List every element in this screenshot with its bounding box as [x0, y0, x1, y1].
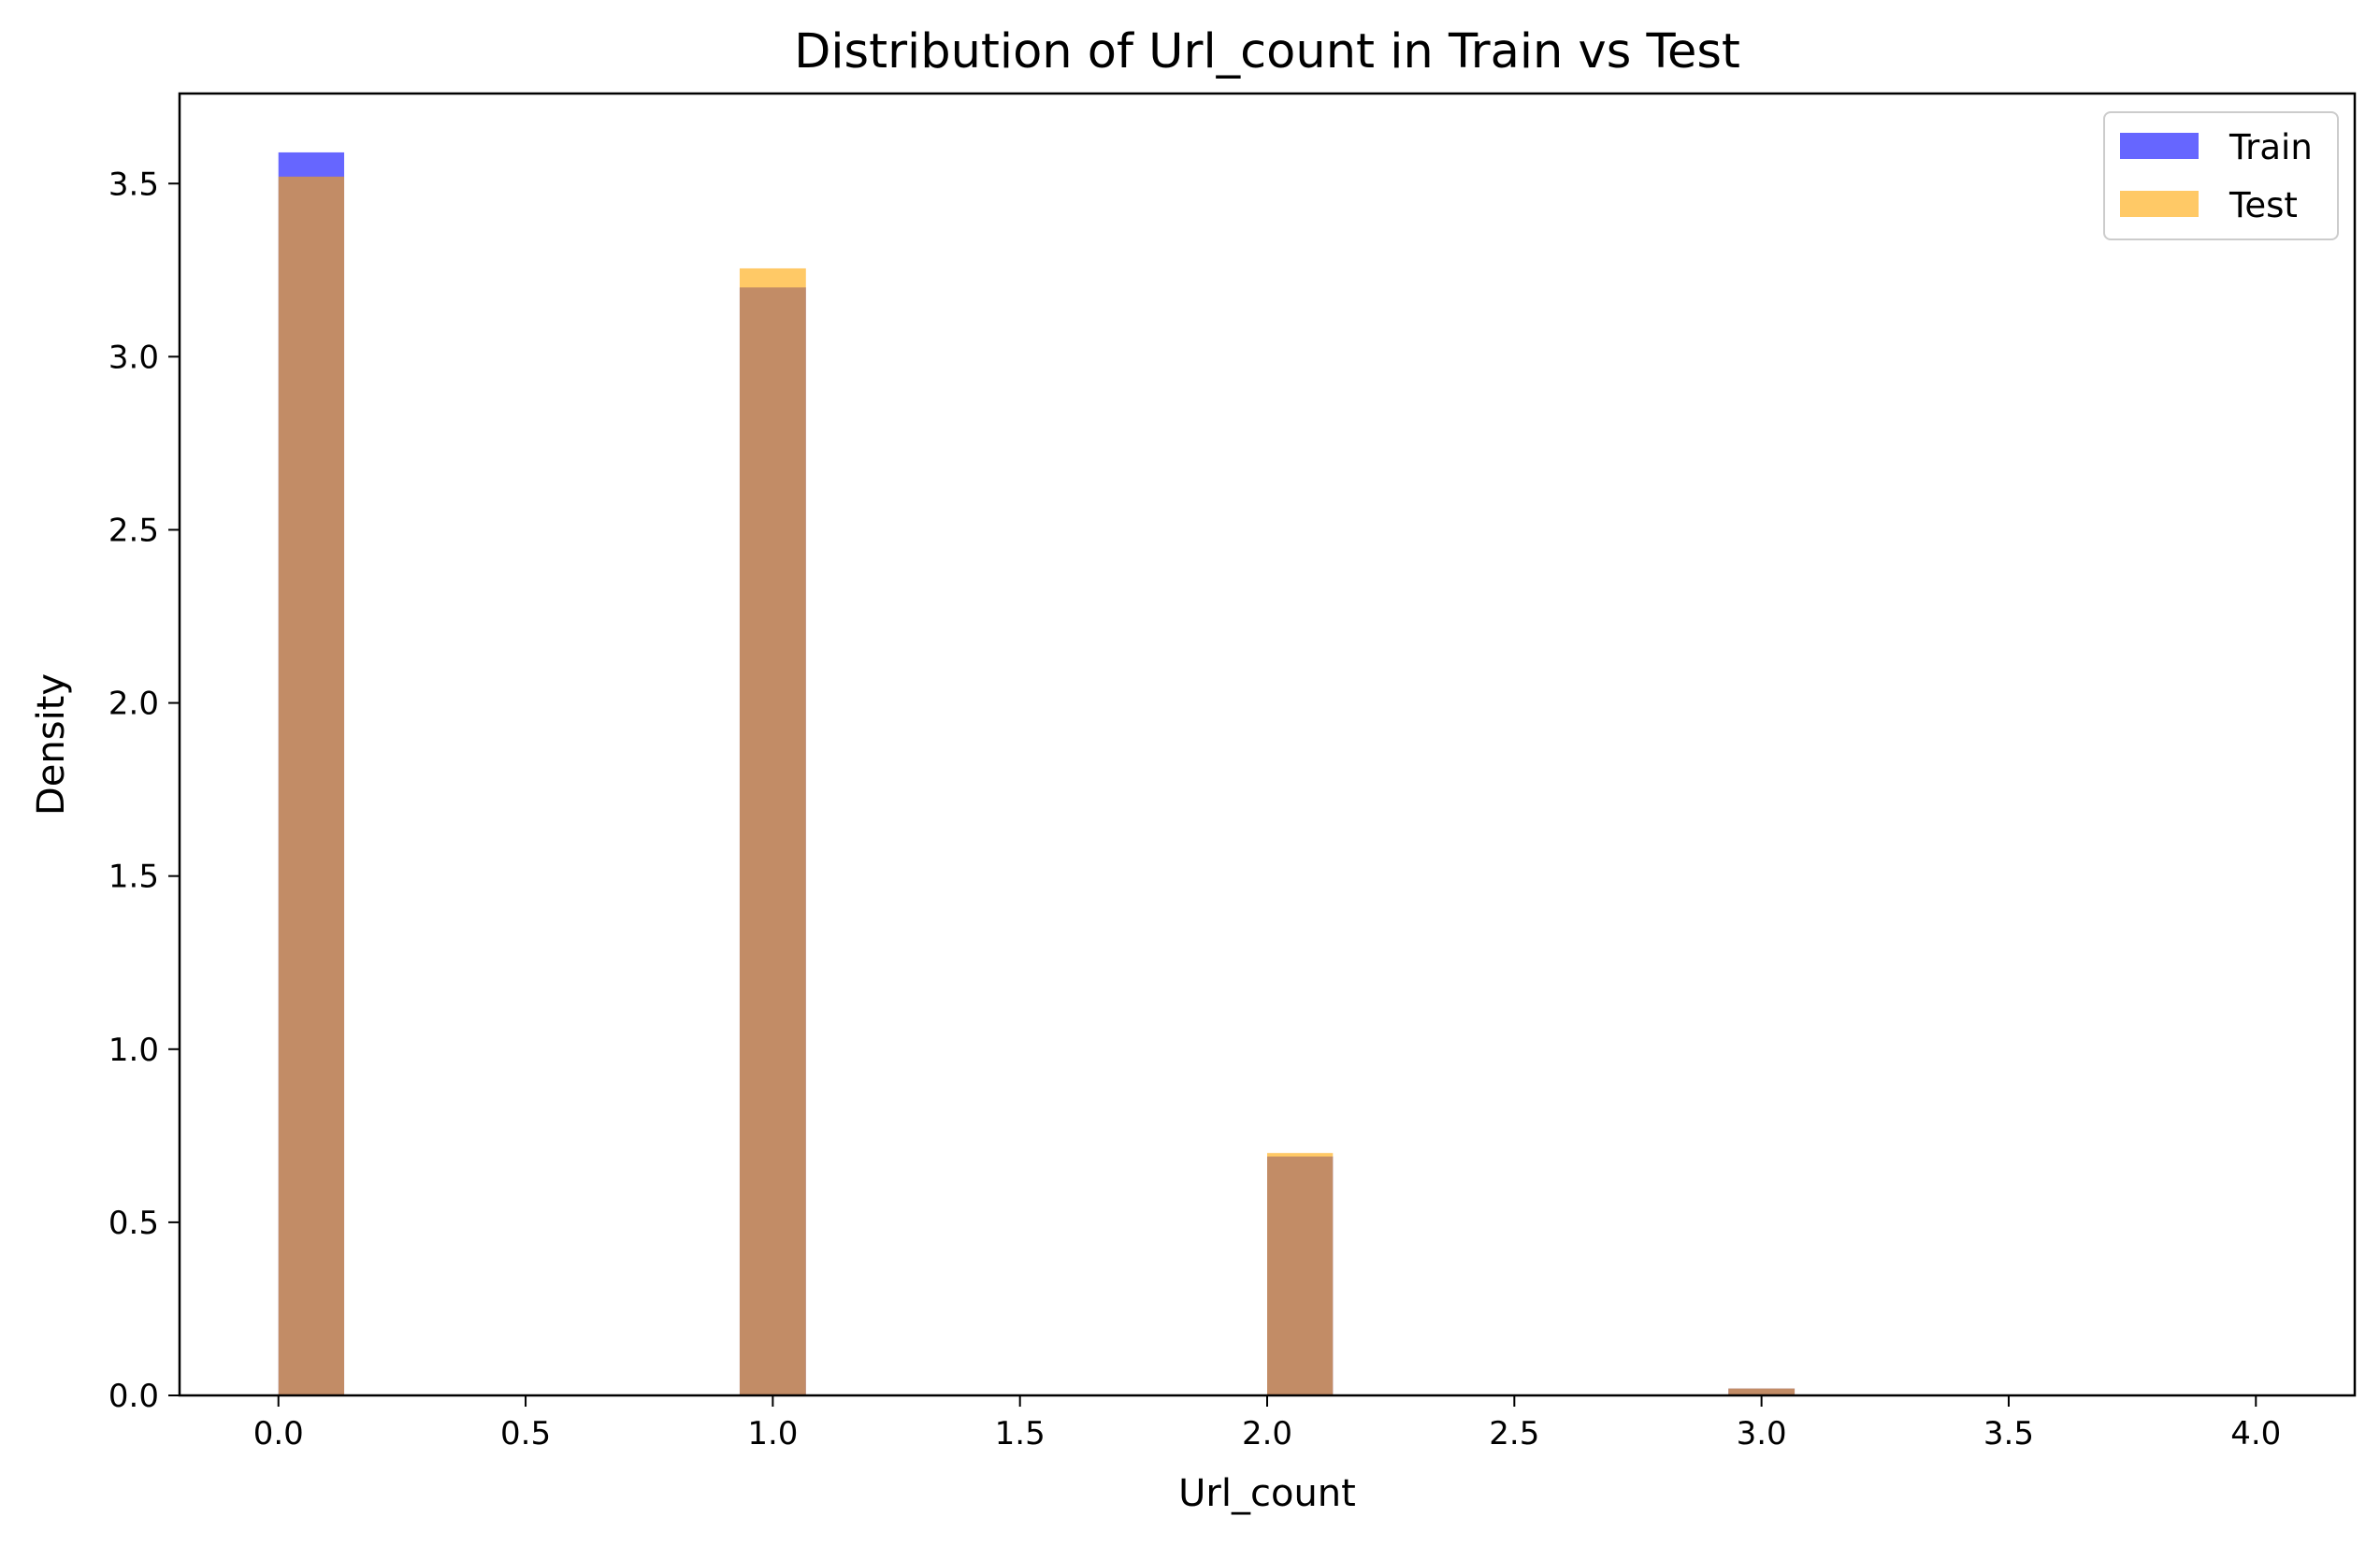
y-tick-label: 1.0 — [108, 1032, 159, 1069]
x-tick-label: 3.5 — [1983, 1415, 2034, 1452]
y-tick-label: 2.5 — [108, 512, 159, 549]
y-tick-label: 1.5 — [108, 859, 159, 896]
x-tick-label: 0.0 — [253, 1415, 304, 1452]
x-tick-label: 3.0 — [1737, 1415, 1787, 1452]
y-tick-label: 2.0 — [108, 686, 159, 723]
plot-frame — [178, 92, 2357, 1397]
bar-test-0 — [278, 176, 345, 1395]
legend-label-test: Test — [2229, 185, 2298, 225]
y-tick-label: 0.0 — [108, 1378, 159, 1415]
y-tick-label: 0.5 — [108, 1205, 159, 1242]
bar-test-2 — [1267, 1152, 1334, 1395]
x-tick-label: 2.5 — [1489, 1415, 1539, 1452]
x-tick-label: 1.5 — [995, 1415, 1046, 1452]
x-tick-label: 0.5 — [500, 1415, 551, 1452]
ticks-layer: 0.0 0.5 1.0 1.5 2.0 2.5 3.0 3.5 4.0 0.0 0.5 1.0 1.5 2… — [108, 166, 2281, 1452]
y-tick-label: 3.5 — [108, 166, 159, 203]
bar-test-1 — [739, 267, 806, 1395]
x-tick-label: 1.0 — [747, 1415, 798, 1452]
chart-title: Distribution of Url_count in Train vs Te… — [794, 24, 1740, 79]
legend-label-train: Train — [2229, 127, 2313, 167]
legend-swatch-train — [2120, 133, 2199, 159]
x-axis-label: Url_count — [1178, 1472, 1356, 1515]
legend: Train Test — [2103, 111, 2339, 240]
x-tick-label: 4.0 — [2230, 1415, 2281, 1452]
y-tick-label: 3.0 — [108, 339, 159, 376]
y-axis-label: Density — [30, 673, 73, 816]
bars-layer — [278, 152, 1796, 1396]
bar-test-3 — [1728, 1388, 1796, 1395]
x-tick-label: 2.0 — [1242, 1415, 1292, 1452]
legend-swatch-test — [2120, 191, 2199, 217]
